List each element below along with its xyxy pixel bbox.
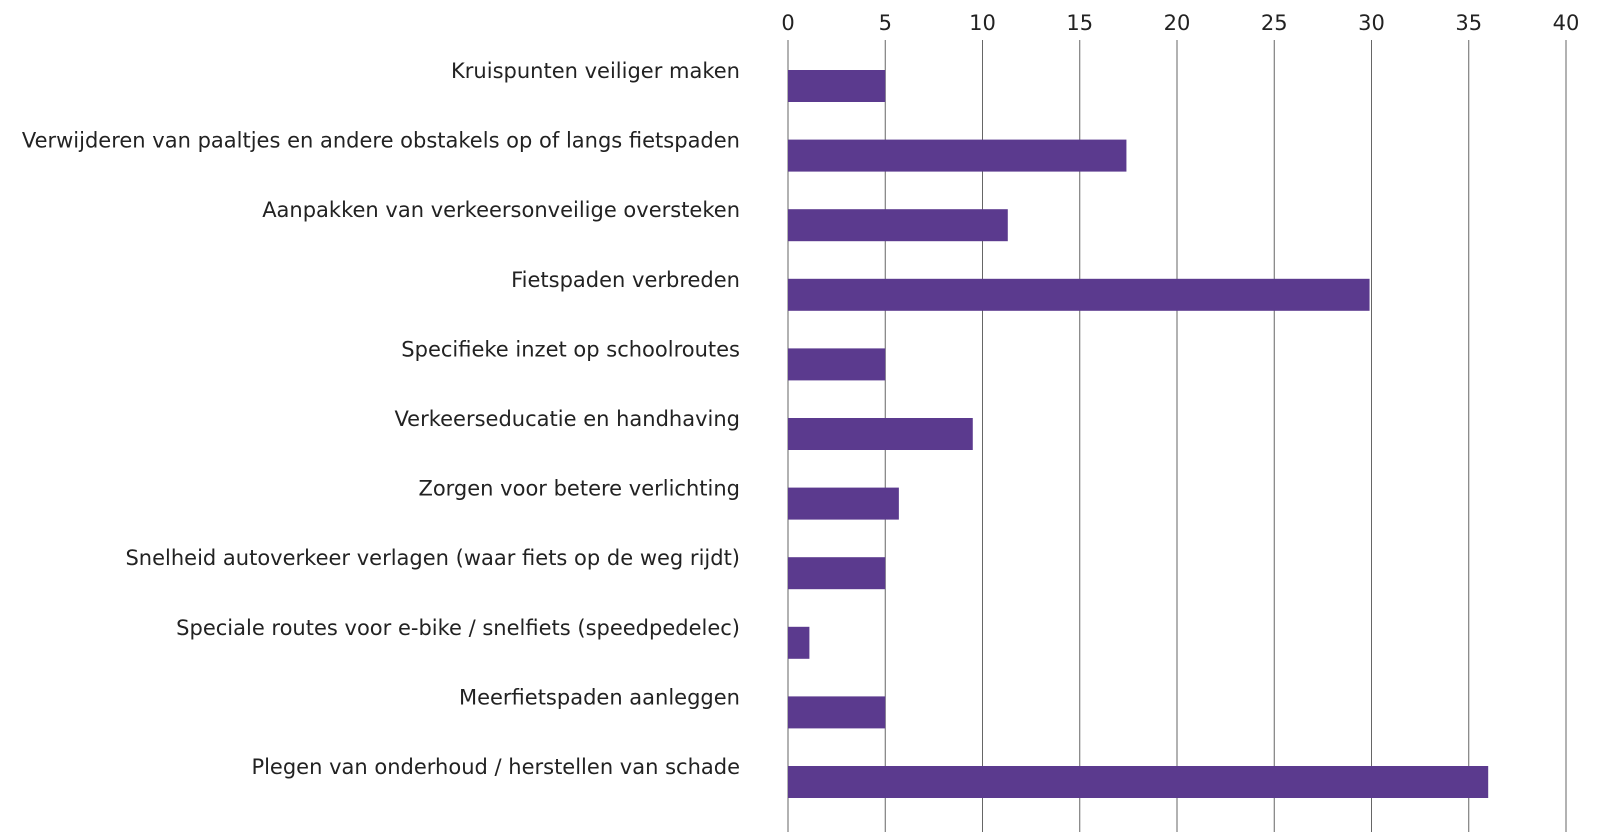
x-tick-label: 25 bbox=[1261, 11, 1288, 35]
x-tick-label: 30 bbox=[1358, 11, 1385, 35]
x-tick-label: 5 bbox=[879, 11, 892, 35]
y-tick-label: Snelheid autoverkeer verlagen (waar fiet… bbox=[125, 546, 740, 570]
y-tick-label: Plegen van onderhoud / herstellen van sc… bbox=[251, 755, 740, 779]
bar bbox=[788, 278, 1370, 311]
x-tick-label: 0 bbox=[781, 11, 794, 35]
y-tick-label: Specifieke inzet op schoolroutes bbox=[401, 337, 740, 361]
bar bbox=[788, 70, 886, 102]
y-tick-label: Verkeerseducatie en handhaving bbox=[394, 407, 740, 431]
bar bbox=[788, 139, 1127, 172]
x-tick-label: 40 bbox=[1553, 11, 1580, 35]
y-tick-label: Aanpakken van verkeersonveilige overstek… bbox=[262, 198, 740, 222]
bar bbox=[788, 348, 886, 381]
bar bbox=[788, 557, 886, 590]
bar bbox=[788, 696, 886, 729]
bar bbox=[788, 487, 899, 520]
bar bbox=[788, 209, 1008, 242]
x-tick-label: 35 bbox=[1455, 11, 1482, 35]
bar bbox=[788, 418, 973, 450]
y-tick-label: Verwijderen van paaltjes en andere obsta… bbox=[22, 129, 740, 153]
y-tick-label: Fietspaden verbreden bbox=[511, 268, 740, 292]
bar bbox=[788, 626, 810, 659]
bar bbox=[788, 766, 1489, 798]
y-tick-label: Kruispunten veiliger maken bbox=[451, 59, 740, 83]
y-tick-label: Zorgen voor betere verlichting bbox=[418, 477, 740, 501]
x-tick-label: 10 bbox=[969, 11, 996, 35]
x-tick-label: 20 bbox=[1164, 11, 1191, 35]
y-tick-label: Speciale routes voor e-bike / snelfiets … bbox=[176, 616, 740, 640]
x-tick-label: 15 bbox=[1066, 11, 1093, 35]
y-tick-label: Meerfietspaden aanleggen bbox=[459, 685, 740, 709]
